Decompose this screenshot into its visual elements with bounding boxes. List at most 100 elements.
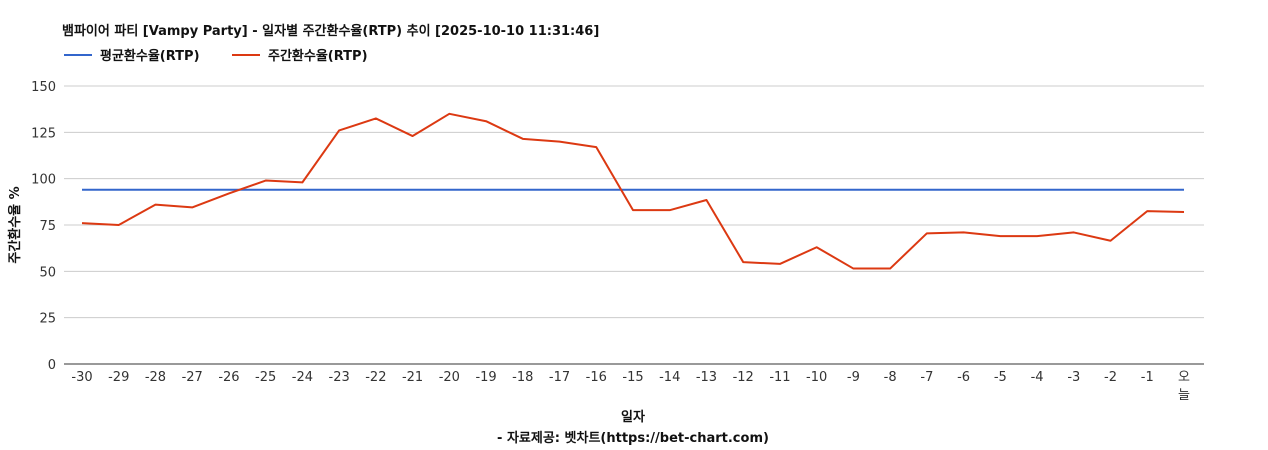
- data-point[interactable]: [594, 188, 598, 192]
- data-point[interactable]: [704, 188, 708, 192]
- legend-label-weekly: 주간환수율(RTP): [268, 48, 368, 64]
- data-point[interactable]: [558, 140, 562, 144]
- data-point[interactable]: [962, 188, 966, 192]
- data-point[interactable]: [741, 188, 745, 192]
- data-point[interactable]: [521, 137, 525, 141]
- data-point[interactable]: [484, 188, 488, 192]
- data-point[interactable]: [888, 188, 892, 192]
- data-point[interactable]: [1109, 188, 1113, 192]
- y-tick-label: 75: [39, 219, 56, 234]
- y-tick-label: 125: [31, 126, 56, 141]
- data-point[interactable]: [778, 262, 782, 266]
- x-tick-label: -11: [769, 370, 790, 385]
- data-point[interactable]: [741, 260, 745, 264]
- x-tick-label: -17: [549, 370, 570, 385]
- x-tick-label: -2: [1104, 370, 1117, 385]
- data-point[interactable]: [815, 245, 819, 249]
- data-point[interactable]: [300, 188, 304, 192]
- data-point[interactable]: [1145, 209, 1149, 213]
- data-point[interactable]: [374, 188, 378, 192]
- x-tick-label: -22: [365, 370, 386, 385]
- data-point[interactable]: [558, 188, 562, 192]
- data-point[interactable]: [337, 128, 341, 132]
- data-point[interactable]: [631, 208, 635, 212]
- x-tick-label: -13: [696, 370, 717, 385]
- data-point[interactable]: [815, 188, 819, 192]
- data-source-note: - 자료제공: 벳차트(https://bet-chart.com): [497, 430, 769, 446]
- x-tick-label: -9: [847, 370, 860, 385]
- data-point[interactable]: [117, 188, 121, 192]
- legend-label-average: 평균환수율(RTP): [100, 48, 200, 64]
- data-point[interactable]: [227, 188, 231, 192]
- data-point[interactable]: [1109, 239, 1113, 243]
- x-tick-label: -1: [1141, 370, 1154, 385]
- data-point[interactable]: [1182, 210, 1186, 214]
- x-tick-label: -21: [402, 370, 423, 385]
- x-tick-label: -24: [292, 370, 313, 385]
- data-point[interactable]: [704, 198, 708, 202]
- data-point[interactable]: [998, 234, 1002, 238]
- data-point[interactable]: [190, 188, 194, 192]
- data-point[interactable]: [1072, 188, 1076, 192]
- x-tick-label: -18: [512, 370, 533, 385]
- x-tick-label: -20: [439, 370, 460, 385]
- data-point[interactable]: [1182, 188, 1186, 192]
- data-point[interactable]: [594, 145, 598, 149]
- legend-item-weekly[interactable]: 주간환수율(RTP): [232, 48, 368, 64]
- data-point[interactable]: [80, 188, 84, 192]
- data-point[interactable]: [888, 267, 892, 271]
- data-point[interactable]: [264, 188, 268, 192]
- data-point[interactable]: [668, 188, 672, 192]
- data-point[interactable]: [631, 188, 635, 192]
- data-point[interactable]: [374, 116, 378, 120]
- data-point[interactable]: [925, 231, 929, 235]
- data-point[interactable]: [851, 188, 855, 192]
- data-point[interactable]: [227, 191, 231, 195]
- data-point[interactable]: [484, 119, 488, 123]
- data-point[interactable]: [411, 188, 415, 192]
- x-tick-label: -6: [957, 370, 970, 385]
- data-point[interactable]: [1072, 230, 1076, 234]
- data-point[interactable]: [998, 188, 1002, 192]
- series-lines: [80, 112, 1186, 271]
- data-point[interactable]: [778, 188, 782, 192]
- data-point[interactable]: [851, 267, 855, 271]
- data-point[interactable]: [521, 188, 525, 192]
- x-tick-label: -30: [71, 370, 92, 385]
- data-point[interactable]: [80, 221, 84, 225]
- x-axis-label: 일자: [621, 410, 645, 425]
- data-point[interactable]: [962, 230, 966, 234]
- data-point[interactable]: [668, 208, 672, 212]
- legend-item-average[interactable]: 평균환수율(RTP): [64, 48, 200, 64]
- data-point[interactable]: [1035, 188, 1039, 192]
- y-tick-label: 50: [39, 265, 56, 280]
- series-line-weekly[interactable]: [81, 112, 1185, 270]
- data-point[interactable]: [153, 203, 157, 207]
- data-point[interactable]: [1145, 188, 1149, 192]
- data-point[interactable]: [925, 188, 929, 192]
- data-point[interactable]: [153, 188, 157, 192]
- data-point[interactable]: [337, 188, 341, 192]
- data-point[interactable]: [447, 112, 451, 116]
- data-point[interactable]: [117, 223, 121, 227]
- data-point[interactable]: [447, 188, 451, 192]
- data-point[interactable]: [411, 134, 415, 138]
- x-tick-label: -4: [1031, 370, 1044, 385]
- x-tick-label: -5: [994, 370, 1007, 385]
- x-tick-label: -15: [622, 370, 643, 385]
- data-point[interactable]: [1035, 234, 1039, 238]
- data-point[interactable]: [190, 205, 194, 209]
- y-axis-ticks: 0 25 50 75 100 125 150: [31, 80, 56, 373]
- x-tick-label: -3: [1067, 370, 1080, 385]
- x-tick-label: -12: [733, 370, 754, 385]
- legend: 평균환수율(RTP) 주간환수율(RTP): [64, 48, 368, 64]
- y-axis-label: 주간환수율 %: [7, 186, 23, 263]
- data-point[interactable]: [300, 180, 304, 184]
- x-tick-label: -29: [108, 370, 129, 385]
- y-tick-label: 25: [39, 312, 56, 327]
- gridlines: [64, 85, 1204, 319]
- x-tick-label: -7: [920, 370, 933, 385]
- data-point[interactable]: [264, 179, 268, 183]
